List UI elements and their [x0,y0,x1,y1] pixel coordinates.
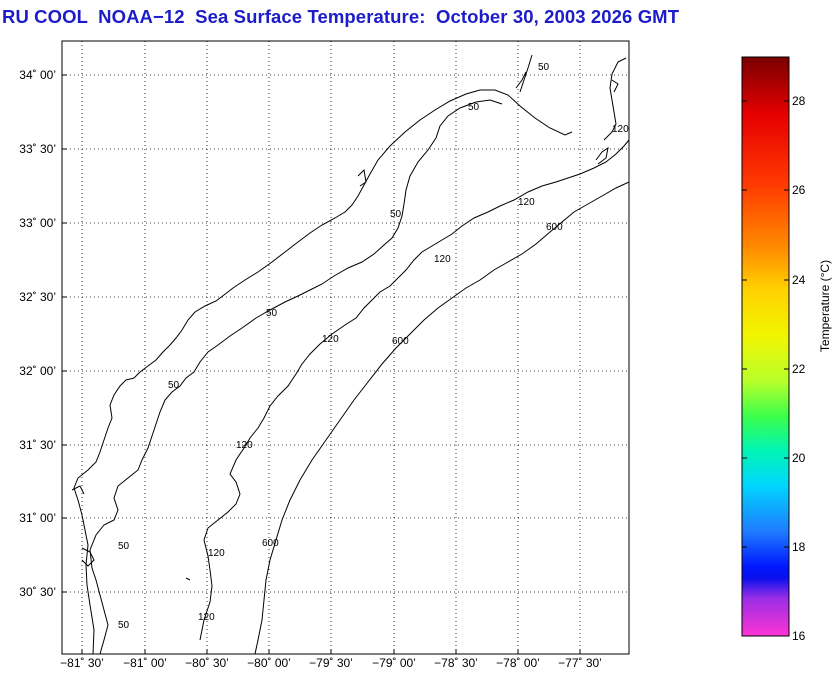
colorbar-ticks [742,100,789,548]
contour-label-600: 600 [392,336,409,347]
lat-label: 31˚ 00’ [19,511,56,525]
coastline [73,89,573,655]
contour-label-50: 50 [118,620,130,631]
latitude-axis: 34˚ 00’ 33˚ 30’ 33˚ 00’ 32˚ 30’ 32˚ 00’ … [19,68,56,599]
grid-lines [62,41,629,654]
lon-label: −81˚ 30’ [60,656,104,670]
colorbar-tick: 24 [792,273,806,287]
isobath-120 [199,139,630,641]
colorbar-tick: 28 [792,94,806,108]
contour-label-120: 120 [612,124,629,135]
colorbar-label: Temperature (°C) [818,260,832,352]
lon-label: −78˚ 30’ [434,656,478,670]
lon-label: −77˚ 30’ [558,656,602,670]
isobath-600 [254,181,630,655]
axis-ticks [62,74,581,654]
contour-labels: 50 50 50 50 50 50 50 120 120 120 120 120… [118,62,629,631]
lat-label: 34˚ 00’ [19,68,56,82]
lon-label: −80˚ 00’ [247,656,291,670]
coastline-bits [71,54,627,581]
lon-label: −81˚ 00’ [123,656,167,670]
lat-label: 33˚ 30’ [19,142,56,156]
contour-label-50: 50 [168,380,180,391]
lon-label: −79˚ 00’ [372,656,416,670]
contour-label-50: 50 [538,62,550,73]
colorbar-tick-labels: 28 26 24 22 20 18 16 [792,94,806,643]
isobath-50 [89,99,503,655]
lon-label: −78˚ 00’ [496,656,540,670]
contour-label-600: 600 [546,222,563,233]
colorbar-tick: 22 [792,362,806,376]
contour-label-120: 120 [208,548,225,559]
contour-label-120: 120 [434,254,451,265]
lat-label: 32˚ 00’ [19,364,56,378]
lon-label: −80˚ 30’ [185,656,229,670]
colorbar-tick: 18 [792,540,806,554]
colorbar-tick: 16 [792,629,806,643]
contour-label-120: 120 [518,197,535,208]
contour-label-50: 50 [390,209,402,220]
lat-label: 32˚ 30’ [19,290,56,304]
colorbar [741,56,790,637]
map-title: RU COOL NOAA−12 Sea Surface Temperature:… [2,6,680,27]
contour-label-120: 120 [236,440,253,451]
longitude-axis: −81˚ 30’ −81˚ 00’ −80˚ 30’ −80˚ 00’ −79˚… [60,656,602,670]
lat-label: 33˚ 00’ [19,216,56,230]
contour-label-120: 120 [322,334,339,345]
plot-frame [61,40,630,655]
colorbar-tick: 26 [792,183,806,197]
colorbar-tick: 20 [792,451,806,465]
lon-label: −79˚ 30’ [309,656,353,670]
contour-label-600: 600 [262,538,279,549]
contour-label-50: 50 [118,541,130,552]
contour-label-50: 50 [468,102,480,113]
contour-label-120: 120 [198,612,215,623]
lat-label: 31˚ 30’ [19,438,56,452]
lat-label: 30˚ 30’ [19,585,56,599]
contour-label-50: 50 [266,308,278,319]
